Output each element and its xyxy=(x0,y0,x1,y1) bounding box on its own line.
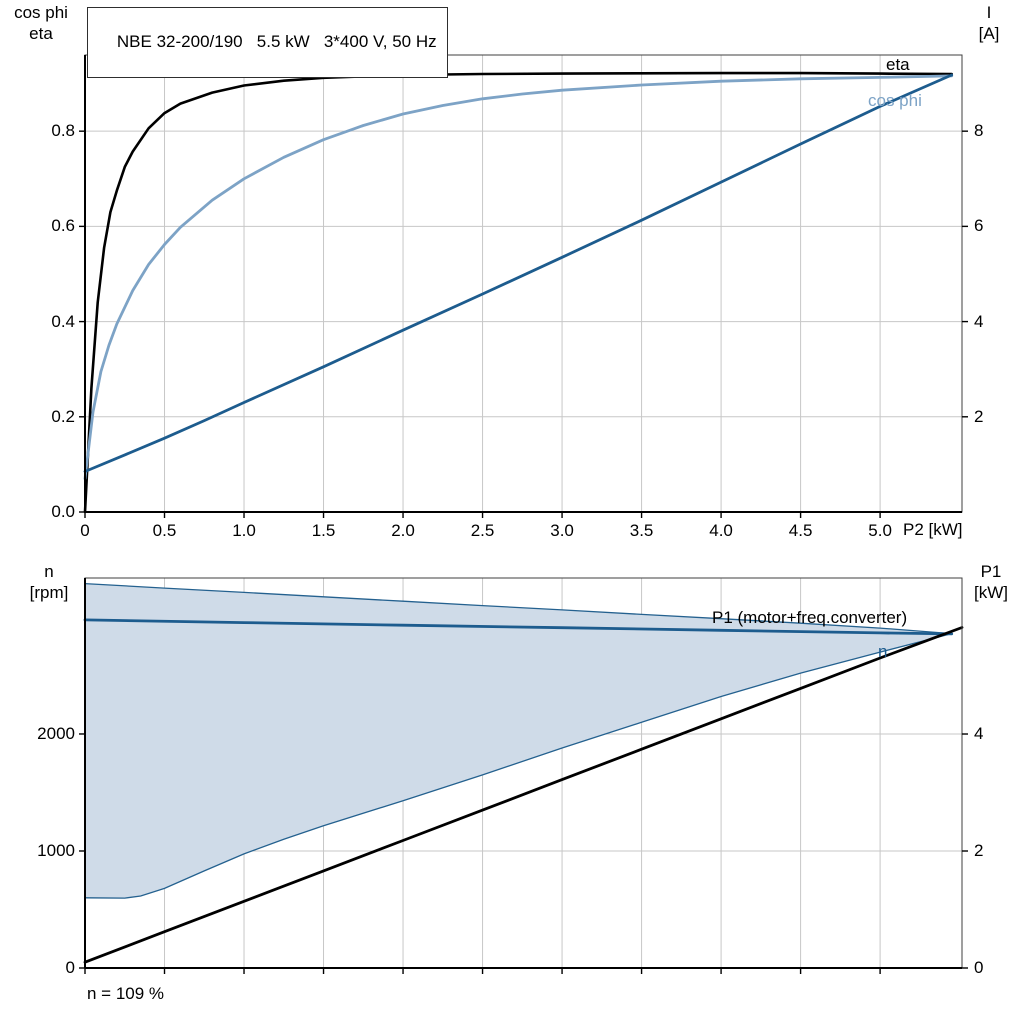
series-current-I-line xyxy=(83,73,954,473)
top-right-axis-label: I [A] xyxy=(960,3,1018,44)
left-axis-unit-cosphi: cos phi xyxy=(14,3,68,22)
title-box: NBE 32-200/190 5.5 kW 3*400 V, 50 Hz xyxy=(87,7,448,79)
series-cos-phi-line xyxy=(83,74,954,481)
series-speed-range-band-fill xyxy=(85,583,952,899)
chart-motor-performance xyxy=(79,54,968,518)
series-speed-n-line xyxy=(83,618,954,636)
series-p1-motor-freq-converter-line xyxy=(83,626,964,964)
speed-annotation: n = 109 % xyxy=(87,984,165,1003)
cos-phi-curve-label: cos phi xyxy=(868,91,922,110)
series-eta-line xyxy=(83,71,953,514)
right-axis-unit-A: [A] xyxy=(978,23,1000,43)
chart-title: NBE 32-200/190 5.5 kW 3*400 V, 50 Hz xyxy=(116,31,437,51)
bottom-right-axis-label: P1 [kW] xyxy=(960,562,1022,603)
x-axis-unit-label: P2 [kW] xyxy=(903,520,963,539)
eta-curve-label: eta xyxy=(886,55,910,74)
series-speed-range-band-lower-edge xyxy=(84,632,952,899)
right-axis-unit-P1: P1 xyxy=(980,562,1002,581)
right-axis-unit-kW: [kW] xyxy=(974,582,1008,602)
right-axis-unit-I: I xyxy=(986,3,992,22)
series-speed-range-band-upper-edge xyxy=(84,582,952,635)
n-curve-label: n xyxy=(878,642,888,661)
p1-curve-label: P1 (motor+freq.converter) xyxy=(712,608,908,627)
bottom-left-axis-label: n [rpm] xyxy=(14,562,84,603)
chart-speed-and-power xyxy=(79,577,968,974)
plot-border xyxy=(84,54,963,513)
left-axis-unit-eta: eta xyxy=(29,23,53,43)
top-left-axis-label: cos phi eta xyxy=(4,3,78,44)
left-axis-unit-n: n xyxy=(44,562,54,581)
left-axis-unit-rpm: [rpm] xyxy=(29,582,69,602)
